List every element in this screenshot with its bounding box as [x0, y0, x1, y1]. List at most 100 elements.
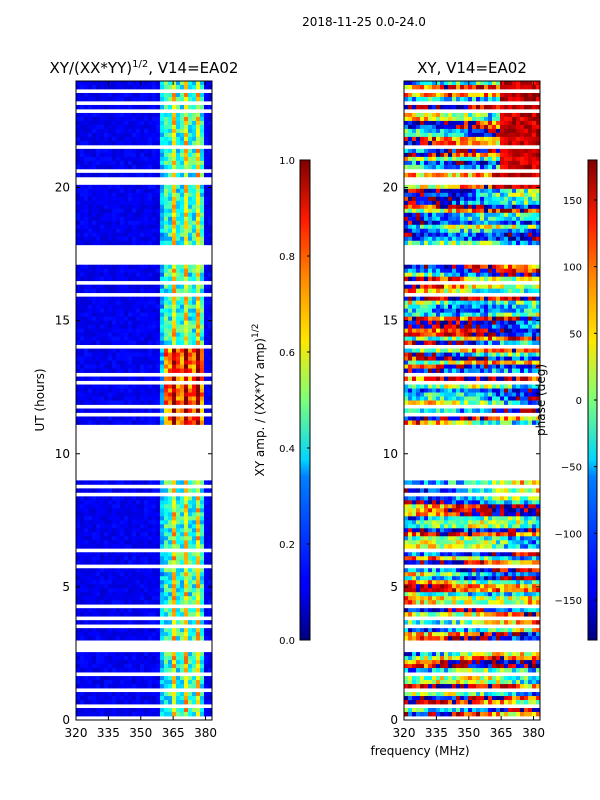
- heatmap-cell: [176, 532, 181, 537]
- heatmap-cell: [100, 232, 105, 238]
- heatmap-cell: [200, 708, 205, 713]
- heatmap-cell: [120, 676, 125, 681]
- heatmap-cell: [152, 200, 157, 206]
- heatmap-cell: [208, 556, 213, 561]
- heatmap-cell: [404, 136, 409, 142]
- heatmap-cell: [96, 480, 101, 485]
- heatmap-cell: [144, 572, 149, 577]
- heatmap-cell: [152, 632, 157, 637]
- heatmap-cell: [444, 184, 449, 190]
- heatmap-cell: [136, 536, 141, 541]
- heatmap-cell: [176, 220, 181, 226]
- heatmap-cell: [80, 308, 85, 314]
- heatmap-cell: [104, 320, 109, 326]
- heatmap-cell: [208, 636, 213, 641]
- heatmap-cell: [116, 664, 121, 669]
- heatmap-cell: [76, 712, 81, 717]
- heatmap-cell: [164, 680, 169, 685]
- heatmap-cell: [152, 396, 157, 401]
- heatmap-cell: [156, 284, 161, 290]
- heatmap-cell: [496, 104, 501, 110]
- heatmap-cell: [80, 160, 85, 166]
- heatmap-cell: [80, 700, 85, 705]
- heatmap-cell: [132, 392, 137, 397]
- heatmap-cell: [120, 552, 125, 557]
- heatmap-cell: [92, 664, 97, 669]
- heatmap-cell: [124, 132, 129, 138]
- heatmap-cell: [188, 128, 193, 134]
- heatmap-cell: [124, 196, 129, 202]
- heatmap-cell: [184, 520, 189, 525]
- heatmap-cell: [144, 284, 149, 290]
- heatmap-cell: [428, 212, 433, 218]
- heatmap-cell: [500, 204, 505, 210]
- heatmap-cell: [80, 368, 85, 373]
- heatmap-cell: [200, 240, 205, 246]
- heatmap-cell: [88, 240, 93, 246]
- heatmap-cell: [88, 284, 93, 290]
- heatmap-cell: [488, 212, 493, 218]
- heatmap-cell: [128, 224, 133, 230]
- heatmap-cell: [192, 668, 197, 673]
- heatmap-cell: [104, 544, 109, 549]
- heatmap-cell: [128, 580, 133, 585]
- heatmap-cell: [176, 392, 181, 397]
- heatmap-cell: [96, 136, 101, 142]
- heatmap-cell: [76, 332, 81, 337]
- heatmap-cell: [192, 224, 197, 230]
- heatmap-cell: [196, 592, 201, 597]
- heatmap-cell: [116, 568, 121, 573]
- heatmap-cell: [192, 324, 197, 330]
- heatmap-cell: [80, 568, 85, 573]
- heatmap-cell: [420, 184, 425, 190]
- heatmap-cell: [144, 376, 149, 381]
- heatmap-cell: [96, 104, 101, 110]
- heatmap-cell: [476, 200, 481, 206]
- heatmap-cell: [96, 188, 101, 194]
- heatmap-cell: [188, 160, 193, 166]
- heatmap-cell: [80, 712, 85, 717]
- heatmap-cell: [204, 232, 209, 238]
- heatmap-cell: [456, 148, 461, 154]
- heatmap-cell: [184, 488, 189, 493]
- heatmap-cell: [208, 216, 213, 222]
- heatmap-cell: [88, 516, 93, 521]
- heatmap-cell: [164, 296, 169, 302]
- suptitle: 2018-11-25 0.0-24.0: [302, 15, 426, 29]
- heatmap-cell: [120, 420, 125, 425]
- heatmap-cell: [500, 136, 505, 142]
- heatmap-cell: [428, 132, 433, 138]
- heatmap-cell: [104, 660, 109, 665]
- heatmap-cell: [108, 388, 113, 393]
- heatmap-cell: [160, 228, 165, 234]
- heatmap-cell: [196, 512, 201, 517]
- heatmap-cell: [128, 332, 133, 337]
- heatmap-cell: [96, 192, 101, 198]
- heatmap-cell: [84, 692, 89, 697]
- heatmap-cell: [92, 92, 97, 98]
- heatmap-cell: [160, 136, 165, 142]
- heatmap-cell: [132, 636, 137, 641]
- heatmap-cell: [448, 148, 453, 154]
- heatmap-cell: [184, 324, 189, 330]
- heatmap-cell: [188, 264, 193, 270]
- heatmap-cell: [180, 556, 185, 561]
- heatmap-cell: [168, 356, 173, 361]
- heatmap-cell: [92, 588, 97, 593]
- heatmap-cell: [128, 272, 133, 278]
- heatmap-cell: [160, 540, 165, 545]
- heatmap-cell: [116, 488, 121, 493]
- heatmap-cell: [516, 136, 521, 142]
- heatmap-cell: [512, 112, 517, 118]
- heatmap-cell: [500, 81, 505, 86]
- heatmap-cell: [180, 124, 185, 130]
- heatmap-cell: [184, 204, 189, 210]
- heatmap-cell: [104, 392, 109, 397]
- heatmap-cell: [528, 112, 533, 118]
- heatmap-cell: [176, 236, 181, 242]
- heatmap-cell: [132, 148, 137, 154]
- heatmap-cell: [76, 388, 81, 393]
- heatmap-cell: [84, 632, 89, 637]
- heatmap-cell: [152, 356, 157, 361]
- heatmap-cell: [148, 628, 153, 633]
